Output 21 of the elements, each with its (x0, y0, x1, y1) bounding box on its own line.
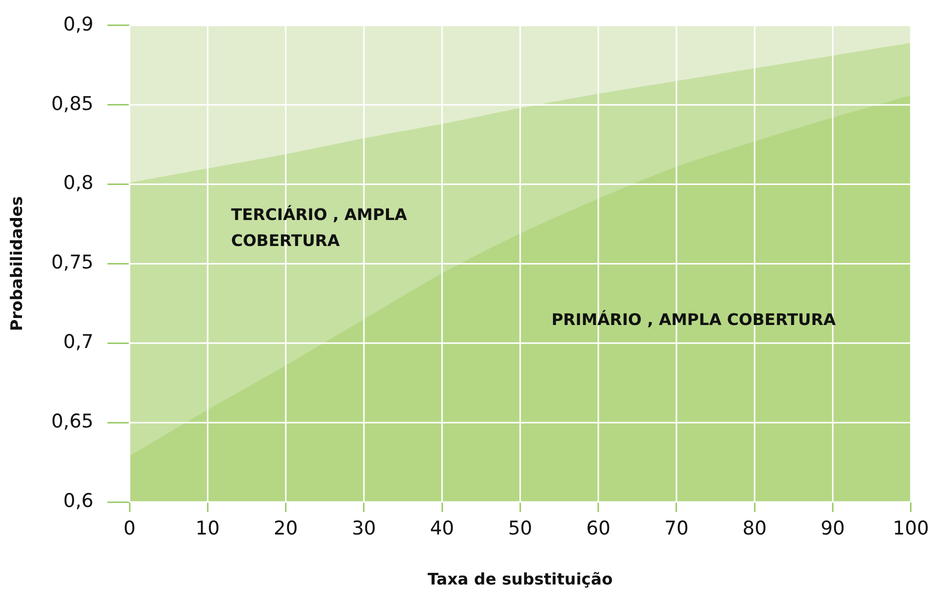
x-tick-label: 30 (352, 517, 376, 540)
x-tick-label: 90 (820, 517, 845, 540)
y-tick-label: 0,85 (51, 92, 94, 115)
x-tick-label: 100 (892, 517, 929, 540)
y-tick-label: 0,9 (63, 13, 94, 36)
y-tick-label: 0,75 (51, 252, 94, 274)
x-tick-label: 40 (430, 517, 454, 540)
x-tick-label: 50 (508, 517, 532, 540)
y-axis-title: Probabilidades (6, 196, 26, 332)
y-tick-label: 0,6 (63, 490, 94, 512)
x-tick-label: 80 (742, 517, 767, 540)
series-label: TERCIÁRIO , AMPLA COBERTURA (231, 205, 408, 250)
x-axis-title: Taxa de substituição (428, 570, 613, 589)
x-tick-label: 20 (274, 517, 298, 540)
x-tick-label: 70 (664, 517, 689, 540)
y-tick-label: 0,8 (63, 172, 94, 194)
x-tick-label: 0 (123, 517, 136, 540)
y-tick-label: 0,7 (63, 331, 94, 354)
y-tick-label: 0,65 (51, 410, 94, 433)
x-tick-label: 10 (196, 517, 220, 540)
x-tick-label: 60 (586, 517, 610, 540)
